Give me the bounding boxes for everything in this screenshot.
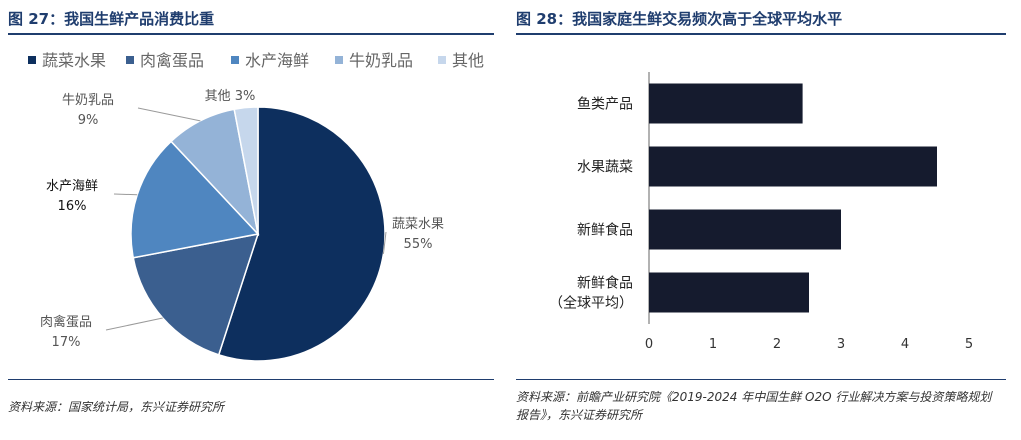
- pie-label: 蔬菜水果: [392, 217, 444, 232]
- pie-value-label: 17%: [52, 335, 81, 350]
- category-label: （全球平均）: [549, 295, 633, 312]
- bar: [649, 209, 841, 250]
- legend-item: 水产海鲜: [231, 51, 309, 70]
- legend-swatch: [438, 56, 446, 64]
- x-tick-label: 3: [837, 337, 845, 352]
- bar: [649, 146, 937, 187]
- x-tick-label: 4: [901, 337, 909, 352]
- pie-slice: [130, 140, 260, 259]
- pie-slice: [132, 233, 260, 356]
- figure-27-title: 图 27：我国生鲜产品消费比重: [8, 10, 215, 28]
- title-rule: [8, 33, 494, 35]
- pie-label: 肉禽蛋品: [40, 314, 92, 330]
- x-tick-label: 1: [709, 337, 717, 352]
- x-tick-label: 0: [645, 337, 653, 352]
- leader-line: [105, 317, 163, 331]
- figure-27-source: 资料来源：国家统计局，东兴证券研究所: [8, 400, 225, 414]
- legend-label: 水产海鲜: [245, 51, 309, 70]
- legend-swatch: [231, 56, 239, 64]
- source-rule: [8, 379, 494, 380]
- pie-value-label: 9%: [78, 113, 99, 128]
- legend-item: 蔬菜水果: [28, 51, 106, 70]
- title-rule: [516, 33, 1006, 35]
- figure-28-source: 资料来源：前瞻产业研究院《2019-2024 年中国生鲜 O2O 行业解决方案与…: [516, 390, 992, 422]
- left-figure-panel: 图 27：我国生鲜产品消费比重 蔬菜水果 肉禽蛋品 水产海鲜 牛奶乳品 其他 蔬菜水果 55…: [8, 0, 494, 440]
- legend-swatch: [28, 56, 36, 64]
- category-label: 鱼类产品: [577, 96, 633, 113]
- right-figure-panel: 图 28：我国家庭生鲜交易频次高于全球平均水平 鱼类产品 水果蔬菜 新鲜食品 新鲜食品…: [516, 0, 1006, 440]
- figure-28-title: 图 28：我国家庭生鲜交易频次高于全球平均水平: [516, 10, 843, 28]
- leader-line: [382, 231, 387, 254]
- bar: [649, 272, 809, 313]
- legend-label: 肉禽蛋品: [140, 51, 204, 70]
- legend-swatch: [335, 56, 343, 64]
- legend-label: 蔬菜水果: [42, 51, 106, 70]
- category-label: 新鲜食品: [577, 222, 633, 239]
- source-rule: [516, 379, 1006, 380]
- leader-line: [137, 107, 201, 122]
- legend-label: 其他: [452, 51, 484, 70]
- legend-item: 其他: [438, 51, 484, 70]
- x-tick-label: 5: [965, 337, 973, 352]
- pie-label: 牛奶乳品: [62, 93, 114, 108]
- category-label: 水果蔬菜: [577, 160, 633, 176]
- legend-label: 牛奶乳品: [349, 51, 413, 70]
- pie-label: 其他 3%: [205, 89, 256, 104]
- legend-item: 牛奶乳品: [335, 51, 413, 70]
- pie-value-label: 55%: [404, 237, 433, 252]
- bar: [649, 83, 803, 124]
- leader-line: [113, 193, 138, 196]
- pie-value-label: 16%: [58, 199, 87, 214]
- category-label: 新鲜食品: [577, 275, 633, 292]
- pie-label: 水产海鲜: [46, 179, 98, 194]
- legend-item: 肉禽蛋品: [126, 51, 204, 70]
- pie-slice: [233, 106, 259, 235]
- x-tick-label: 2: [773, 337, 781, 352]
- legend-swatch: [126, 56, 134, 64]
- pie-chart: 蔬菜水果 肉禽蛋品 水产海鲜 牛奶乳品 其他蔬菜水果55%肉禽蛋品17%水产海鲜16%牛…: [28, 51, 484, 362]
